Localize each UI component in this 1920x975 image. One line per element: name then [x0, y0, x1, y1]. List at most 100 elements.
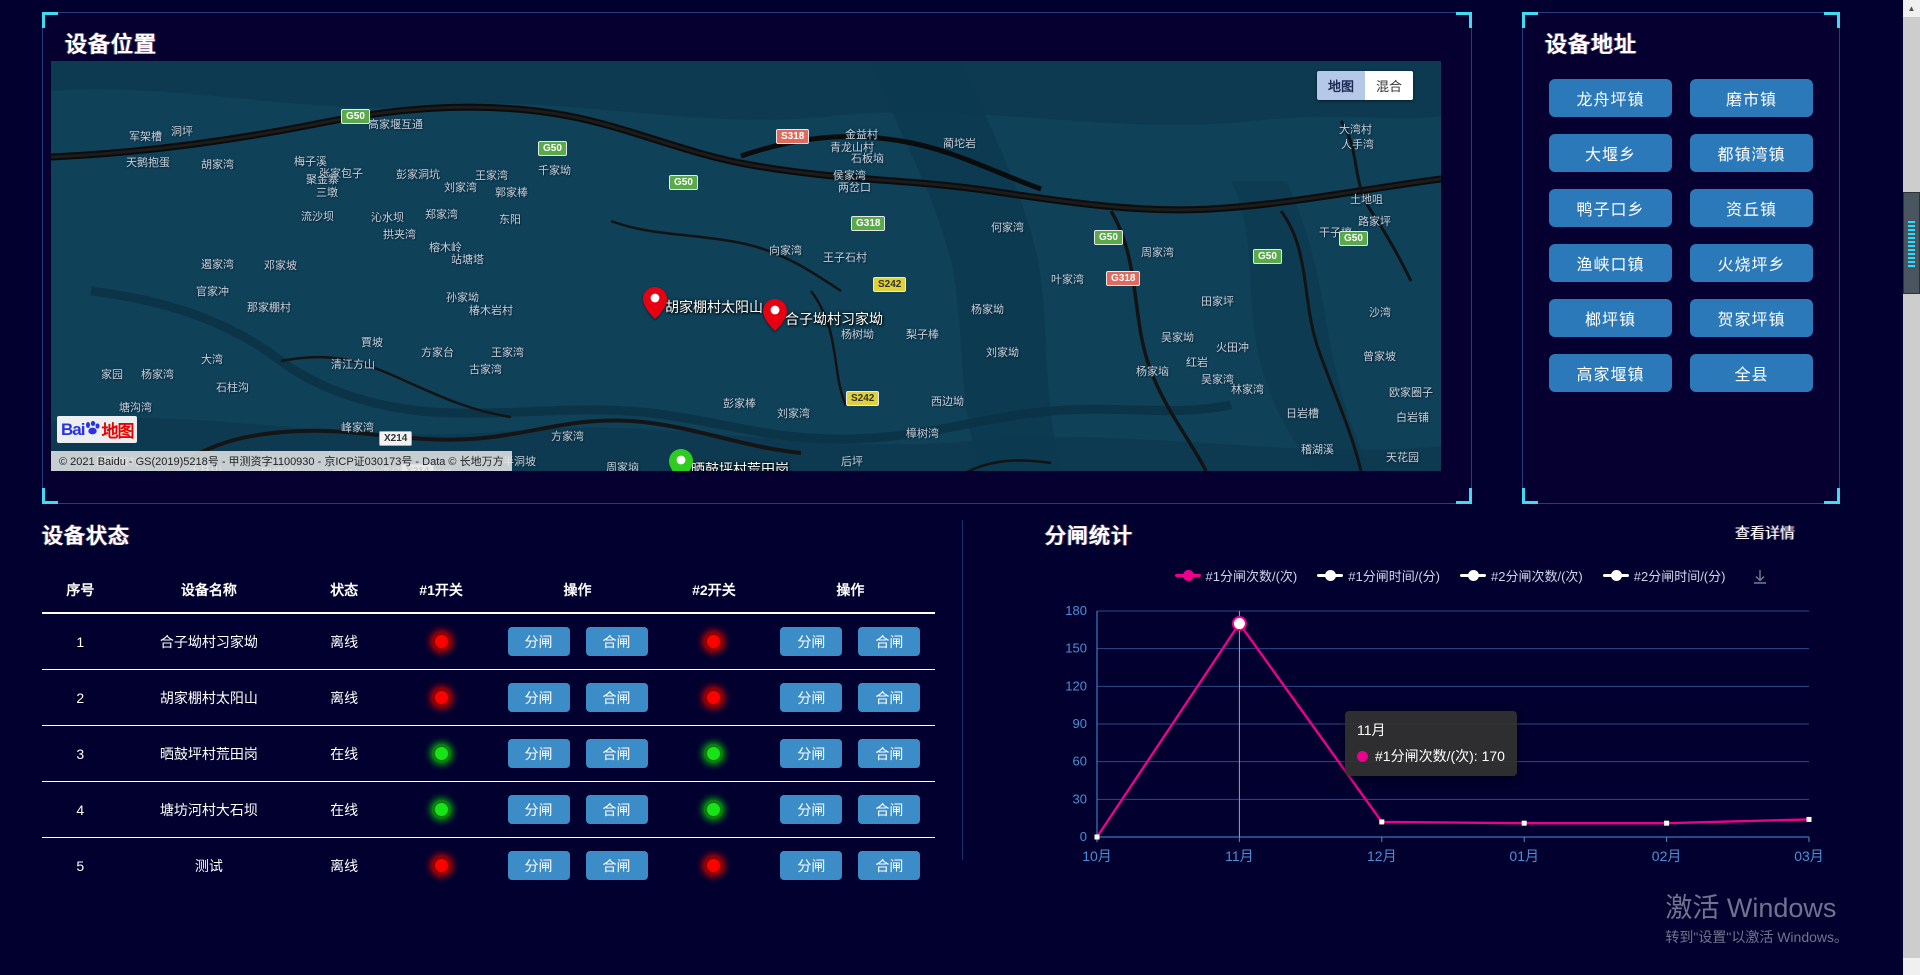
- map-place-label: 峰家湾: [341, 422, 374, 434]
- active-data-point: [1231, 616, 1247, 632]
- cell-state: 离线: [330, 857, 359, 874]
- road-shield-s242: S242: [846, 391, 880, 406]
- y-axis-tick: 150: [1065, 641, 1087, 656]
- x-axis-label: 01月: [1509, 848, 1539, 864]
- address-button-4[interactable]: 鸭子口乡: [1549, 189, 1672, 227]
- open-switch2-button[interactable]: 分闸: [780, 683, 843, 712]
- address-button-6[interactable]: 渔峡口镇: [1549, 244, 1672, 282]
- table-row: 3 晒鼓坪村荒田岗 在线 分闸 合闸 分闸 合闸: [42, 725, 935, 782]
- map-type-control[interactable]: 地图 混合: [1316, 71, 1413, 100]
- y-axis-tick: 180: [1065, 603, 1087, 618]
- legend-item-2[interactable]: #2分闸次数/(次): [1460, 566, 1583, 585]
- download-icon[interactable]: [1751, 568, 1769, 586]
- corner-decoration: [1824, 12, 1840, 28]
- close-switch1-button[interactable]: 合闸: [585, 627, 648, 656]
- map-pin-icon: [763, 299, 787, 331]
- map-place-label: 吴家坳: [1161, 332, 1194, 344]
- device-location-panel: 设备位置: [42, 12, 1472, 504]
- address-button-0[interactable]: 龙舟坪镇: [1549, 79, 1672, 117]
- cell-operations-1: 分闸 合闸: [492, 781, 663, 838]
- map-place-label: 林家湾: [1231, 384, 1264, 396]
- map-place-label: 梅子溪: [294, 156, 327, 168]
- page-scrollbar[interactable]: ▲: [1903, 0, 1920, 975]
- th-switch2: #2开关: [662, 572, 766, 614]
- close-switch2-button[interactable]: 合闸: [858, 795, 921, 824]
- address-button-10[interactable]: 高家堰镇: [1549, 354, 1672, 392]
- legend-item-3[interactable]: #2分闸时间/(分): [1602, 566, 1726, 585]
- close-switch2-button[interactable]: 合闸: [858, 683, 921, 712]
- baidu-map[interactable]: 高家堰互通 军架槽 洞坪 天鹅抱蛋 胡家湾 梅子溪 张家包子 彭家洞坑 聚金寨 三墩 王家湾 千家坳刘…: [51, 61, 1441, 471]
- road-shield-s242: S242: [873, 277, 907, 292]
- address-button-7[interactable]: 火烧坪乡: [1690, 244, 1813, 282]
- map-place-label: 孙家坳: [446, 292, 479, 304]
- open-switch1-button[interactable]: 分闸: [507, 739, 570, 768]
- close-switch2-button[interactable]: 合闸: [858, 739, 921, 768]
- map-copyright: © 2021 Baidu - GS(2019)5218号 - 甲测资字11009…: [51, 451, 512, 471]
- legend-item-1[interactable]: #1分闸时间/(分): [1317, 566, 1440, 585]
- road-shield-g318: G318: [851, 216, 886, 231]
- map-place-label: 三墩: [316, 187, 338, 199]
- map-marker-hujiapeng[interactable]: 胡家棚村太阳山: [643, 287, 763, 319]
- open-switch2-button[interactable]: 分闸: [780, 627, 843, 656]
- open-switch2-button[interactable]: 分闸: [780, 795, 843, 824]
- tooltip-series-dot: [1357, 751, 1368, 763]
- map-marker-shaigu-ping[interactable]: 晒鼓坪村荒田岗: [669, 449, 789, 471]
- map-place-label: 两岔口: [838, 182, 871, 194]
- close-switch1-button[interactable]: 合闸: [585, 683, 648, 712]
- map-place-label: 王家湾: [475, 170, 508, 182]
- map-place-label: 天鹅抱蛋: [126, 157, 170, 169]
- y-axis-tick: 0: [1080, 829, 1087, 844]
- address-button-11[interactable]: 全县: [1690, 354, 1813, 392]
- map-place-label: 军架槽: [129, 131, 162, 143]
- address-button-3[interactable]: 都镇湾镇: [1690, 134, 1813, 172]
- section-divider: [962, 520, 963, 860]
- close-switch1-button[interactable]: 合闸: [585, 739, 648, 768]
- map-marker-hezi-ao[interactable]: 合子坳村习家坳: [763, 299, 883, 331]
- open-switch1-button[interactable]: 分闸: [507, 795, 570, 824]
- close-switch2-button[interactable]: 合闸: [858, 627, 921, 656]
- open-switch1-button[interactable]: 分闸: [507, 851, 570, 880]
- open-switch2-button[interactable]: 分闸: [780, 739, 843, 768]
- operation-group: 分闸 合闸: [493, 683, 662, 712]
- map-place-label: 流沙坝: [301, 211, 334, 223]
- map-place-label: 胡家湾: [201, 159, 234, 171]
- scrollbar-track[interactable]: [1903, 17, 1920, 958]
- map-type-map[interactable]: 地图: [1316, 71, 1365, 100]
- cell-switch1-indicator: [389, 725, 493, 782]
- scrollbar-thumb[interactable]: [1903, 192, 1920, 294]
- map-type-hybrid[interactable]: 混合: [1364, 71, 1413, 100]
- road-shield-x214: X214: [379, 431, 413, 446]
- cell-operations-1: 分闸 合闸: [493, 838, 662, 894]
- view-details-link[interactable]: 查看详情: [1734, 525, 1795, 542]
- map-place-label: 天花园: [1386, 452, 1419, 464]
- open-switch2-button[interactable]: 分闸: [780, 851, 843, 880]
- map-place-label: 那家棚村: [247, 302, 291, 314]
- cell-switch2-indicator: [662, 838, 766, 894]
- status-led-red-icon: [704, 688, 724, 707]
- open-switch1-button[interactable]: 分闸: [507, 627, 570, 656]
- chart-plot-area[interactable]: 0 30 60 90 120 150 180 10月 11月 12月 01月 02月 03月 11月 #…: [1045, 599, 1835, 879]
- address-button-2[interactable]: 大堰乡: [1549, 134, 1672, 172]
- address-button-9[interactable]: 贺家坪镇: [1690, 299, 1813, 337]
- close-switch1-button[interactable]: 合闸: [585, 795, 648, 824]
- cell-switch1-indicator: [389, 669, 493, 726]
- legend-label: #2分闸时间/(分): [1633, 569, 1726, 584]
- address-button-1[interactable]: 磨市镇: [1690, 79, 1813, 117]
- tooltip-series-row: #1分闸次数/(次): 170: [1357, 746, 1505, 768]
- chart-legend: #1分闸次数/(次) #1分闸时间/(分) #2分闸次数/(次) #2分闸时间/(分): [1045, 566, 1855, 585]
- legend-item-0[interactable]: #1分闸次数/(次): [1174, 566, 1298, 585]
- chart-tooltip: 11月 #1分闸次数/(次): 170: [1345, 711, 1517, 777]
- close-switch2-button[interactable]: 合闸: [858, 851, 921, 880]
- legend-label: #1分闸次数/(次): [1205, 569, 1298, 584]
- address-button-8[interactable]: 榔坪镇: [1549, 299, 1672, 337]
- open-switch1-button[interactable]: 分闸: [507, 683, 570, 712]
- data-point: [1094, 834, 1100, 840]
- close-switch1-button[interactable]: 合闸: [585, 851, 648, 880]
- cell-operations-1: 分闸 合闸: [492, 669, 663, 726]
- cell-index: 3: [42, 725, 119, 782]
- map-place-label: 石柱沟: [216, 382, 249, 394]
- address-button-5[interactable]: 资丘镇: [1690, 189, 1813, 227]
- device-address-panel: 设备地址 龙舟坪镇 磨市镇 大堰乡 都镇湾镇 鸭子口乡 资丘镇 渔峡口镇 火烧坪乡 榔坪镇 贺家坪…: [1522, 12, 1840, 504]
- legend-label: #1分闸时间/(分): [1348, 569, 1440, 584]
- scroll-up-arrow-icon[interactable]: ▲: [1907, 4, 1916, 13]
